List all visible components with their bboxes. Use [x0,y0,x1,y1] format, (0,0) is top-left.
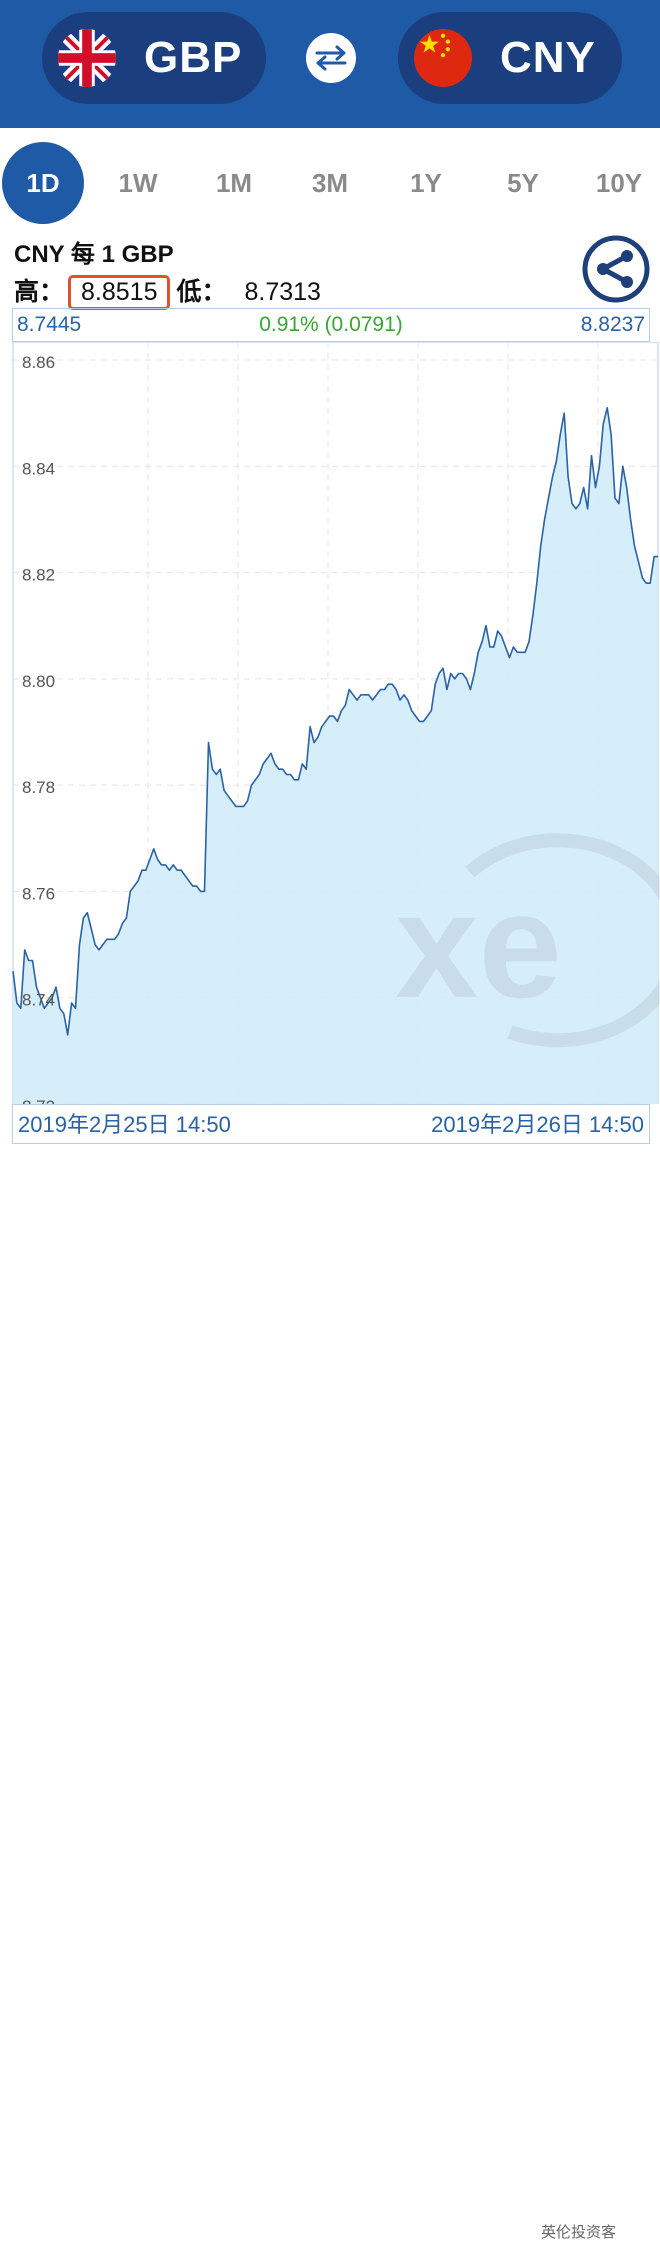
y-tick-label: 8.80 [22,672,55,691]
xe-logo-watermark: xe [395,833,660,1048]
date-range-bar: 2019年2月25日 14:50 2019年2月26日 14:50 英伦投资客 [12,1104,650,2241]
watermark-text: 英伦投资客 [541,2224,617,2241]
rate-chart-svg: xe 8.86 8.84 8.82 8.80 8.78 8.76 8.74 8.72 [12,341,660,1116]
date-end: 2019年2月26日 14:50 [431,1112,644,1137]
date-start: 2019年2月25日 14:50 [18,1112,231,1137]
low-label: 低： [176,278,227,306]
rate-chart[interactable]: xe 8.86 8.84 8.82 8.80 8.78 8.76 8.74 8.72 [0,341,660,1116]
share-icon[interactable] [581,234,651,304]
swap-arrows-icon[interactable] [303,30,359,86]
high-label: 高： [14,278,65,306]
change-value: 0.91% (0.0791) [259,313,403,336]
tab-3m[interactable]: 3M [311,168,349,198]
y-tick-label: 8.82 [22,566,55,585]
currency-header: GBP CNY [0,0,660,128]
y-tick-label: 8.76 [22,884,55,903]
from-currency-code: GBP [144,33,243,82]
area-fill [13,407,658,1104]
high-low-row: 高： 8.8515 低： 8.7313 [14,272,321,310]
xe-brand-text: xe [395,861,562,1029]
open-rate: 8.7445 [17,313,82,336]
y-tick-label: 8.72 [22,1097,55,1104]
tab-10y[interactable]: 10Y [595,168,643,198]
china-flag-icon [414,29,472,87]
to-currency-selector[interactable]: CNY [398,12,622,104]
rate-title: CNY 每 1 GBP [14,241,174,268]
from-currency-selector[interactable]: GBP [42,12,266,104]
change-summary-bar: 8.7445 0.91% (0.0791) 8.8237 [12,308,650,342]
to-currency-code: CNY [500,33,596,82]
high-value: 8.8515 [68,275,171,310]
uk-flag-icon [58,29,116,87]
y-tick-label: 8.78 [22,778,55,797]
y-tick-label: 8.74 [22,991,55,1010]
time-range-tabs: 1D 1W 1M 3M 1Y 5Y 10Y [0,130,660,226]
tab-1y[interactable]: 1Y [410,168,442,198]
tab-1w[interactable]: 1W [118,168,158,198]
tab-1d[interactable]: 1D [2,142,84,224]
low-value: 8.7313 [244,278,321,306]
y-tick-label: 8.84 [22,459,55,478]
close-rate: 8.8237 [580,313,645,336]
tab-1m[interactable]: 1M [215,168,253,198]
tab-5y[interactable]: 5Y [507,168,539,198]
rate-line [12,407,658,1036]
y-tick-label: 8.86 [22,353,55,372]
